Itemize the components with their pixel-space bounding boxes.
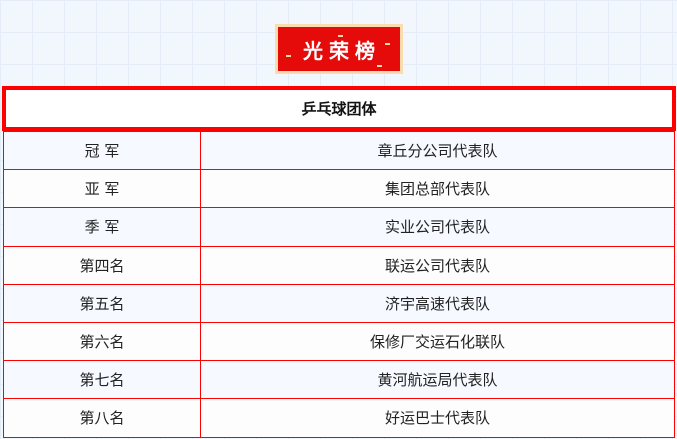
ranking-table: 冠 军章丘分公司代表队亚 军集团总部代表队季 军实业公司代表队 第四名 联运公司代表… (3, 130, 675, 438)
rank-cell: 第四名 (3, 245, 201, 285)
team-cell: 集团总部代表队 (200, 169, 675, 209)
team-cell: 黄河航运局代表队 (200, 360, 675, 400)
team-cell: 章丘分公司代表队 (200, 130, 675, 171)
rank-cell: 第七名 (3, 360, 201, 400)
rank-cell: 季 军 (3, 207, 201, 247)
table-row: 第八名 好运巴士代表队 (3, 398, 675, 438)
team-cell: 济宇高速代表队 (200, 283, 675, 323)
table-row: 第五名 济宇高速代表队 (3, 283, 675, 323)
table-row: 冠 军章丘分公司代表队 (3, 130, 675, 171)
banner-title: 光荣榜 (303, 38, 381, 63)
team-cell: 实业公司代表队 (200, 207, 675, 247)
rank-cell: 第五名 (3, 283, 201, 323)
rank-cell: 第八名 (3, 398, 201, 438)
table-row: 第六名 保修厂交运石化联队 (3, 321, 675, 362)
honor-roll-banner: 光荣榜 (275, 24, 403, 74)
rank-cell: 亚 军 (3, 169, 201, 209)
rank-cell: 第六名 (3, 321, 201, 362)
team-cell: 好运巴士代表队 (200, 398, 675, 438)
team-cell: 联运公司代表队 (200, 245, 675, 285)
table-row: 第四名 联运公司代表队 (3, 245, 675, 285)
section-title: 乒乓球团体 (2, 86, 676, 131)
table-row: 第七名 黄河航运局代表队 (3, 360, 675, 400)
table-row: 季 军实业公司代表队 (3, 207, 675, 247)
table-row: 亚 军集团总部代表队 (3, 169, 675, 209)
rank-cell: 冠 军 (3, 130, 201, 171)
team-cell: 保修厂交运石化联队 (200, 321, 675, 362)
